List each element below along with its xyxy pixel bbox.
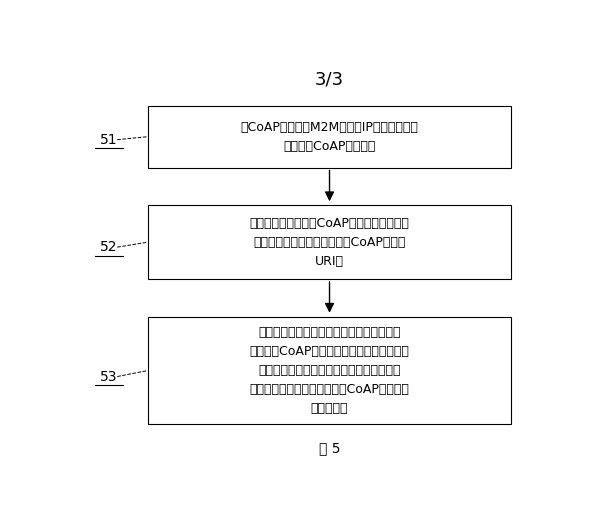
Bar [147, 106, 512, 168]
Bar [147, 205, 512, 279]
Bar [147, 317, 512, 424]
Text: 3/3: 3/3 [315, 71, 344, 89]
Text: 当CoAP网络中的M2M终端的IP地址发生变化
时，触发CoAP注册事件: 当CoAP网络中的M2M终端的IP地址发生变化 时，触发CoAP注册事件 [241, 120, 418, 153]
Text: 根据注册信息中的身份标识判断携带所述注
册信息的CoAP消息是否为签约用户发送，判
断结果为是，则存储所述注册信息，并返回
注册成功响应，否则拒绝所述CoAP消: 根据注册信息中的身份标识判断携带所述注 册信息的CoAP消息是否为签约用户发送，… [250, 326, 409, 415]
Text: 图 5: 图 5 [319, 441, 340, 455]
Text: 51: 51 [100, 133, 117, 147]
Text: 发送携带注册信息的CoAP消息，所述携带注
册信息包括将注册信息携带在CoAP消息的
URI中: 发送携带注册信息的CoAP消息，所述携带注 册信息包括将注册信息携带在CoAP消… [250, 217, 409, 268]
Text: 53: 53 [100, 370, 117, 384]
Text: 52: 52 [100, 240, 117, 254]
